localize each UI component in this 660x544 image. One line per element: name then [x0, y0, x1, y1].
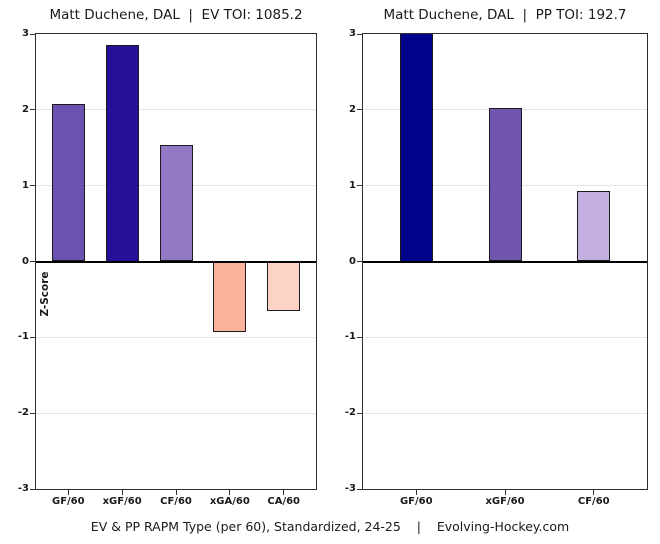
y-tick-label-1: 1: [349, 179, 356, 191]
x-tick-mark-ca60: [283, 490, 285, 495]
y-tick-label--1: -1: [344, 331, 356, 343]
gridline-y-2: [363, 412, 647, 414]
y-tick-mark--3: [30, 488, 35, 490]
x-tick-mark-xga60: [229, 490, 231, 495]
x-tick-mark-xgf60: [121, 490, 123, 495]
x-axis-label-cf60: CF/60: [577, 496, 610, 507]
x-axis-label-gf60: GF/60: [51, 496, 85, 507]
zero-line: [36, 260, 316, 263]
x-axis-label-ca60: CA/60: [267, 496, 301, 507]
gridline-y-2: [36, 412, 316, 414]
x-tick-mark-gf60: [67, 490, 69, 495]
y-tick-mark--1: [357, 336, 362, 338]
bar-ca60: [267, 261, 301, 311]
pp-plot-area: 3 2 1 0 -1 -2 -3 GF/60 xGF/60 CF/60: [345, 28, 648, 507]
y-tick-label--2: -2: [344, 407, 356, 419]
y-tick-label--3: -3: [344, 483, 356, 494]
bar-gf60: [51, 103, 85, 262]
x-tick-mark-xgf60: [504, 490, 506, 495]
ev-plot-area: Z-Score 3 2 1 0 -1 -2 -3 GF/60 xGF/60 CF/60 xGA/60…: [18, 28, 317, 507]
y-tick-mark-1: [357, 185, 362, 187]
chart-caption: EV & PP RAPM Type (per 60), Standardized…: [90, 519, 570, 534]
y-tick-label-0: 0: [22, 255, 29, 267]
gridline-y-1: [36, 336, 316, 338]
bar-xga60: [213, 261, 247, 333]
y-tick-label--3: -3: [17, 483, 29, 494]
pp-chart-title: Matt Duchene, DAL | PP TOI: 192.7: [383, 7, 627, 23]
bar-cf60: [159, 145, 193, 262]
y-tick-mark-2: [30, 109, 35, 111]
y-tick-label-3: 3: [349, 28, 356, 39]
x-axis-label-cf60: CF/60: [160, 496, 192, 507]
y-tick-mark-3: [30, 33, 35, 35]
gridline-y-1: [363, 336, 647, 338]
y-tick-mark-3: [357, 33, 362, 35]
bar-xgf60: [488, 108, 522, 262]
y-tick-label-3: 3: [22, 28, 29, 39]
gridline-y2: [36, 109, 316, 111]
x-axis-label-xgf60: xGF/60: [102, 496, 142, 507]
y-tick-mark-0: [30, 261, 35, 262]
ev-chart-title: Matt Duchene, DAL | EV TOI: 1085.2: [49, 7, 303, 23]
y-tick-label-2: 2: [349, 103, 356, 115]
y-tick-mark-2: [357, 109, 362, 111]
bar-gf60: [399, 34, 433, 262]
y-tick-mark--2: [357, 412, 362, 414]
x-tick-mark-cf60: [593, 490, 595, 495]
y-axis-label: Z-Score: [39, 271, 51, 317]
y-tick-mark--3: [357, 488, 362, 490]
y-tick-label--1: -1: [17, 331, 29, 343]
y-tick-label-1: 1: [22, 179, 29, 191]
x-tick-mark-gf60: [415, 490, 417, 495]
y-tick-mark--2: [30, 412, 35, 414]
bar-cf60: [577, 190, 611, 262]
y-tick-mark-1: [30, 185, 35, 187]
x-axis-label-xgf60: xGF/60: [485, 496, 525, 507]
y-tick-label--2: -2: [17, 407, 29, 419]
y-tick-mark--1: [30, 336, 35, 338]
x-axis-label-gf60: GF/60: [399, 496, 433, 507]
y-tick-mark-0: [357, 261, 362, 262]
y-tick-label-2: 2: [22, 103, 29, 115]
bar-xgf60: [105, 45, 139, 262]
x-axis-label-xga60: xGA/60: [209, 496, 250, 507]
y-tick-label-0: 0: [349, 255, 356, 267]
x-tick-mark-cf60: [175, 490, 177, 495]
zero-line: [363, 260, 647, 263]
